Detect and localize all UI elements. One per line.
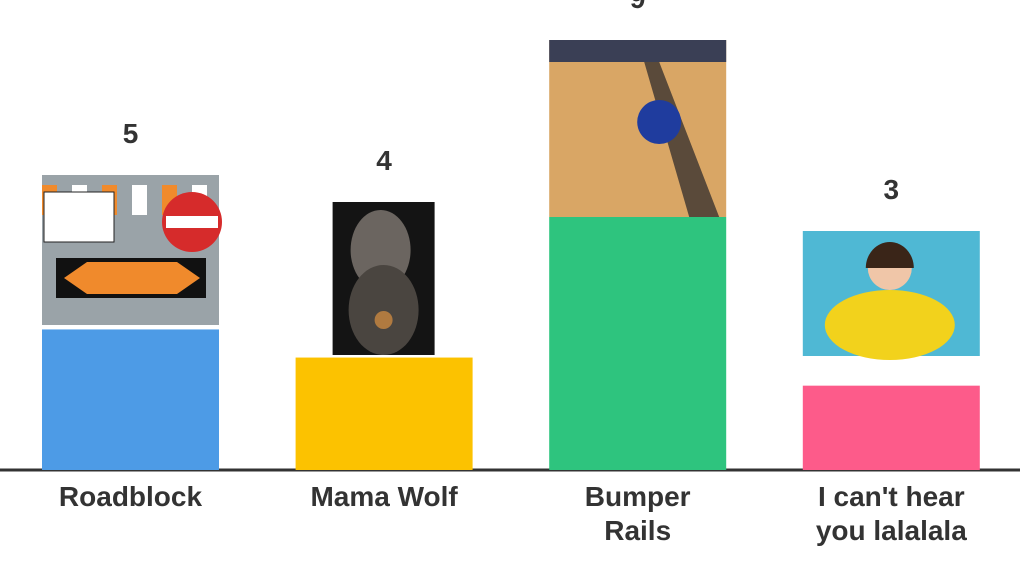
category-label: Roadblock <box>58 481 203 512</box>
bar-picture <box>332 202 435 355</box>
bar-picture <box>42 175 222 325</box>
ball <box>637 100 682 144</box>
value-label: 5 <box>123 118 139 149</box>
category-label: Mama Wolf <box>310 481 458 512</box>
value-label: 3 <box>884 174 900 205</box>
category-label: Bumper Rails <box>584 481 691 546</box>
bar <box>295 357 473 470</box>
cub <box>374 311 393 329</box>
value-label: 4 <box>376 145 392 176</box>
value-label: 9 <box>630 0 646 14</box>
bar-picture <box>549 40 727 217</box>
stripe <box>132 185 147 215</box>
bar-picture <box>802 231 980 360</box>
wolf <box>348 265 419 355</box>
bar <box>802 385 980 470</box>
bar <box>549 217 727 470</box>
sign <box>166 216 218 228</box>
arrow <box>64 262 200 294</box>
lane <box>549 40 727 62</box>
hair <box>865 242 914 268</box>
sign <box>43 191 115 243</box>
category-label: I can't hear you lalalala <box>815 481 967 546</box>
bar <box>42 329 219 470</box>
person <box>824 290 955 360</box>
